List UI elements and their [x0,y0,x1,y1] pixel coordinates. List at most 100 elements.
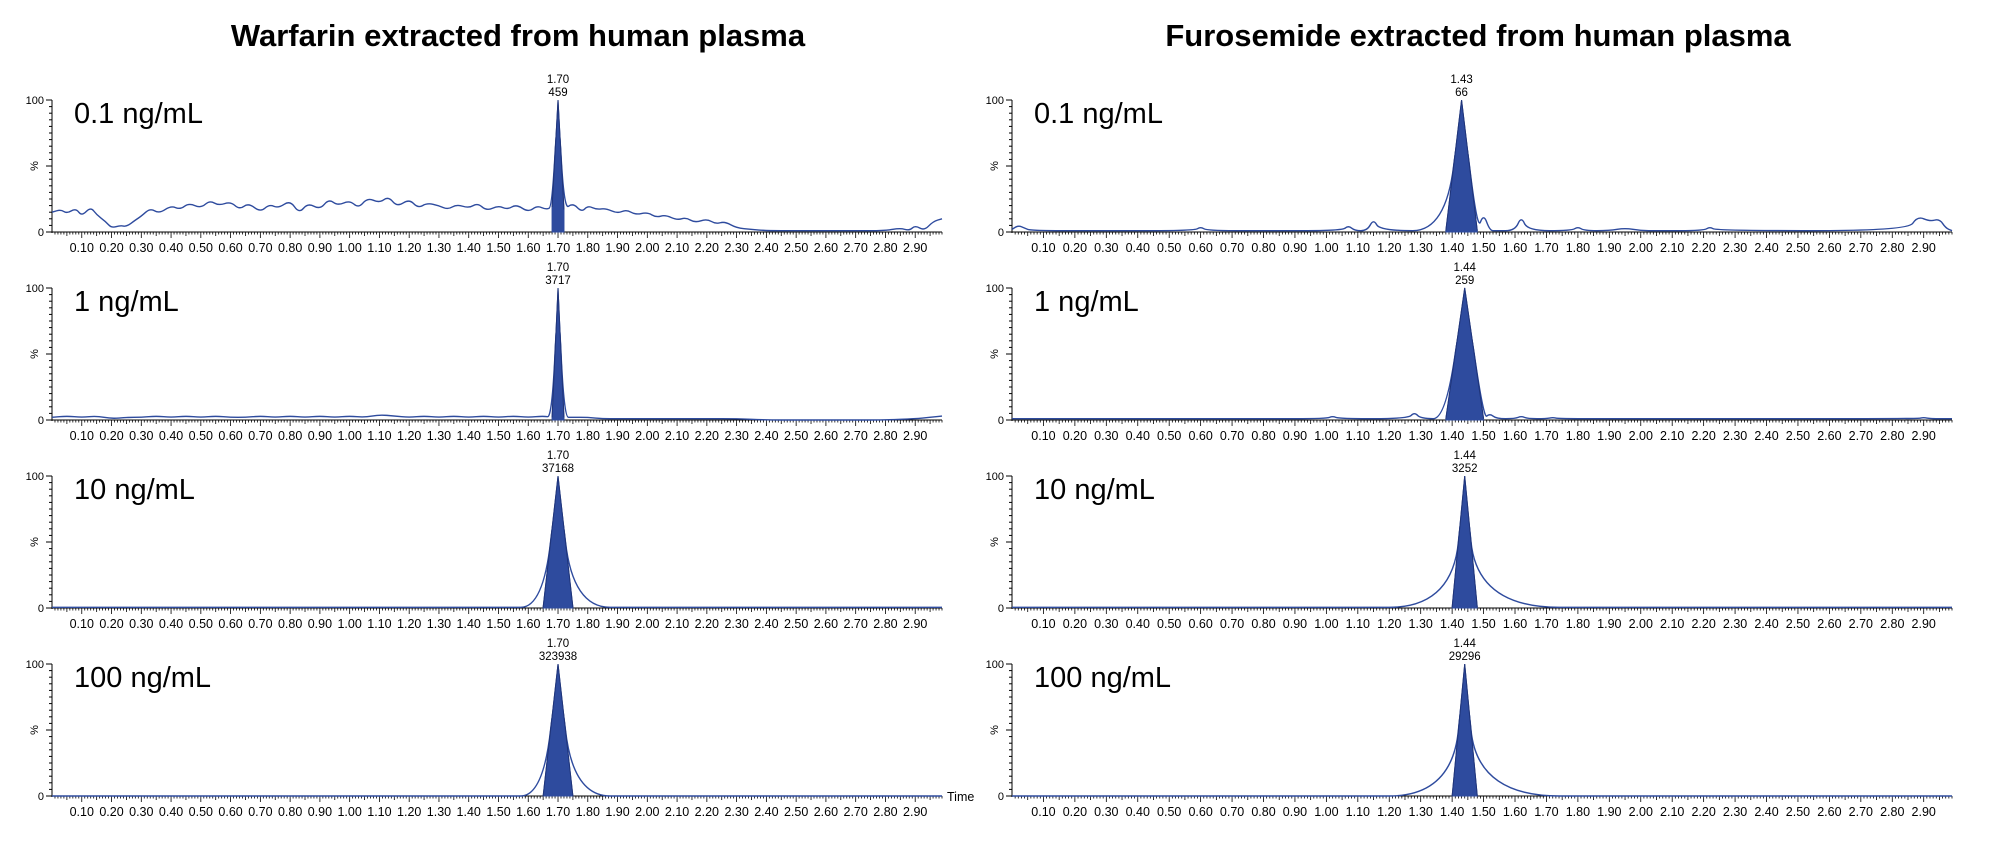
peak-area [1445,99,1478,233]
chromatogram-panel: 0 100% 0.10 0.20 0.30 0.40 0.50 0.60 0.70 0.80 0.9… [986,638,1953,819]
y-tick-label: 100 [986,95,1004,107]
x-tick-label: 1.00 [337,805,361,819]
x-tick-label: 0.90 [308,617,332,631]
x-tick-label: 2.10 [665,241,689,255]
x-tick-label: 1.20 [1377,429,1401,443]
x-tick-label: 2.30 [1723,429,1747,443]
x-tick-label: 1.70 [546,617,570,631]
x-tick-label: 1.10 [367,241,391,255]
x-tick-label: 0.10 [1031,241,1055,255]
y-axis-label: % [29,161,41,171]
y-tick-label: 100 [26,659,44,671]
x-tick-label: 2.50 [1786,241,1810,255]
x-tick-label: 2.90 [1912,617,1936,631]
x-tick-label: 2.30 [724,429,748,443]
x-tick-label: 2.00 [1629,617,1653,631]
x-tick-label: 1.80 [1566,617,1590,631]
x-tick-label: 2.80 [1880,805,1904,819]
x-tick-label: 1.80 [576,805,600,819]
x-tick-label: 2.00 [1629,429,1653,443]
series-line [1012,319,1952,420]
x-tick-label: 1.00 [337,617,361,631]
concentration-label: 10 ng/mL [74,474,195,506]
x-tick-label: 1.00 [337,429,361,443]
peak-outline [1451,663,1478,797]
x-tick-label: 2.10 [665,429,689,443]
x-tick-label: 1.80 [576,617,600,631]
x-tick-label: 2.60 [1817,805,1841,819]
x-tick-label: 2.00 [635,805,659,819]
x-tick-label: 0.70 [1220,429,1244,443]
x-tick-label: 2.60 [814,617,838,631]
x-tick-label: 0.90 [1283,429,1307,443]
x-tick-label: 2.20 [1691,805,1715,819]
x-tick-label: 2.90 [1912,805,1936,819]
x-tick-label: 2.40 [1754,429,1778,443]
x-tick-label: 1.00 [1314,617,1338,631]
x-tick-label: 0.40 [1126,241,1150,255]
x-tick-label: 0.20 [99,241,123,255]
x-tick-label: 1.90 [605,429,629,443]
peak-area-label: 3717 [545,275,571,287]
x-tick-label: 0.10 [70,617,94,631]
y-axis-label: % [29,349,41,359]
x-tick-label: 0.10 [1031,429,1055,443]
x-tick-label: 0.10 [1031,617,1055,631]
x-tick-label: 1.80 [1566,241,1590,255]
x-tick-label: 2.50 [1786,617,1810,631]
x-tick-label: 2.10 [1660,805,1684,819]
x-tick-label: 0.70 [248,429,272,443]
x-tick-label: 1.50 [486,617,510,631]
x-tick-label: 1.70 [1534,617,1558,631]
peak-area-label: 323938 [539,651,577,663]
peak-outline [551,99,565,210]
y-tick-label: 0 [38,791,44,803]
x-tick-label: 1.30 [1409,241,1433,255]
x-tick-label: 2.80 [1880,241,1904,255]
x-tick-label: 0.30 [1094,429,1118,443]
x-tick-label: 1.20 [397,429,421,443]
x-tick-label: 0.60 [218,241,242,255]
x-tick-label: 1.80 [1566,429,1590,443]
x-tick-label: 0.30 [1094,617,1118,631]
x-tick-label: 0.60 [218,805,242,819]
x-tick-label: 0.90 [1283,241,1307,255]
x-tick-label: 1.70 [546,241,570,255]
x-tick-label: 0.40 [1126,429,1150,443]
x-tick-label: 1.90 [605,617,629,631]
concentration-label: 1 ng/mL [74,286,179,318]
x-tick-label: 0.40 [1126,617,1150,631]
peak-time-label: 1.44 [1454,262,1477,274]
x-tick-label: 1.80 [576,429,600,443]
series-line [52,508,942,609]
peak-outline [542,663,574,797]
x-tick-label: 2.80 [1880,617,1904,631]
chromatogram-panel: 0 100% 0.10 0.20 0.30 0.40 0.50 0.60 0.70 0.80 0.9… [26,74,943,255]
chromatogram-panel: 0 100% 0.10 0.20 0.30 0.40 0.50 0.60 0.70 0.80 0.9… [26,450,943,631]
x-tick-label: 2.80 [873,805,897,819]
y-tick-label: 100 [26,95,44,107]
chart-title-warfarin: Warfarin extracted from human plasma [230,18,806,53]
x-tick-label: 2.20 [695,617,719,631]
x-tick-label: 2.50 [1786,429,1810,443]
x-tick-label: 1.20 [1377,617,1401,631]
x-tick-label: 0.40 [159,241,183,255]
chromatogram-panel: 0 100% 0.10 0.20 0.30 0.40 0.50 0.60 0.70 0.80 0.9… [986,74,1953,255]
x-tick-label: 0.30 [129,617,153,631]
x-tick-label: 0.40 [159,617,183,631]
x-tick-label: 2.90 [1912,241,1936,255]
peak-outline [542,475,574,608]
x-tick-label: 1.50 [486,429,510,443]
x-tick-label: 1.30 [427,617,451,631]
x-tick-label: 2.10 [1660,241,1684,255]
y-tick-label: 0 [998,791,1004,803]
series-line [52,696,942,797]
x-tick-label: 2.80 [873,429,897,443]
x-tick-label: 0.20 [1063,429,1087,443]
x-tick-label: 2.30 [1723,805,1747,819]
series-line [1012,508,1952,609]
x-tick-label: 2.50 [784,617,808,631]
x-tick-label: 0.80 [278,617,302,631]
x-tick-label: 1.80 [1566,805,1590,819]
